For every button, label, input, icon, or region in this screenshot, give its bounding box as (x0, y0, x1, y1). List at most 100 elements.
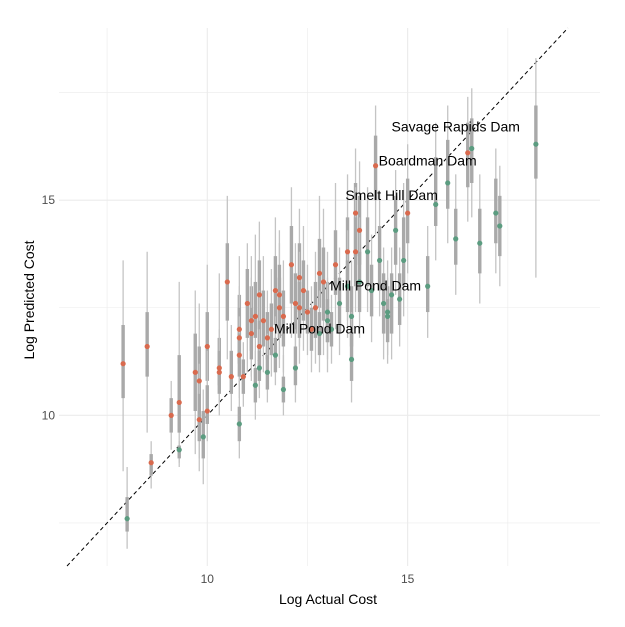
point-under-predicted (176, 447, 182, 453)
point-under-predicted (200, 434, 206, 440)
point-under-predicted (256, 365, 262, 371)
point-over-predicted (332, 262, 339, 268)
point-under-predicted (385, 313, 391, 319)
point-over-predicted (148, 460, 154, 466)
point-under-predicted (393, 227, 399, 233)
point-over-predicted (196, 378, 202, 384)
point-under-predicted (425, 283, 431, 289)
point-over-predicted (316, 270, 323, 276)
point-over-predicted (405, 210, 411, 216)
identity-dashed-line (66, 27, 569, 567)
point-over-predicted (276, 305, 283, 311)
point-over-predicted (352, 249, 359, 255)
point-under-predicted (389, 292, 395, 298)
point-over-predicted (204, 343, 210, 350)
point-over-predicted (228, 374, 234, 380)
point-under-predicted (453, 236, 459, 242)
point-under-predicted (364, 249, 371, 255)
annotation-label: Mill Pond Dam (274, 321, 365, 337)
point-under-predicted (385, 309, 391, 315)
point-over-predicted (120, 361, 126, 367)
point-under-predicted (264, 369, 270, 375)
point-under-predicted (493, 210, 499, 216)
point-under-predicted (336, 300, 343, 307)
point-under-predicted (368, 287, 375, 294)
point-over-predicted (312, 305, 319, 311)
point-over-predicted (196, 417, 202, 423)
x-tick-label: 10 (201, 572, 215, 586)
point-under-predicted (252, 382, 258, 388)
point-under-predicted (469, 145, 475, 152)
point-over-predicted (236, 352, 242, 358)
point-over-predicted (252, 313, 258, 319)
point-over-predicted (176, 399, 182, 406)
point-under-predicted (292, 365, 299, 371)
annotation-label: Smelt Hill Dam (345, 187, 438, 203)
point-over-predicted (168, 412, 174, 418)
point-over-predicted (236, 326, 242, 332)
point-over-predicted (240, 374, 246, 380)
reference-line (66, 27, 569, 567)
point-under-predicted (381, 300, 387, 307)
point-over-predicted (308, 326, 315, 332)
point-over-predicted (244, 300, 250, 307)
point-under-predicted (348, 356, 355, 363)
point-over-predicted (356, 227, 363, 233)
point-over-predicted (248, 318, 254, 324)
point-over-predicted (296, 305, 303, 311)
point-under-predicted (344, 283, 351, 289)
point-under-predicted (324, 318, 331, 324)
point-over-predicted (276, 292, 283, 298)
point-over-predicted (268, 326, 274, 332)
point-over-predicted (300, 287, 307, 294)
point-under-predicted (497, 223, 503, 229)
x-tick-label: 15 (401, 572, 415, 586)
y-tick-label: 10 (42, 408, 56, 422)
point-under-predicted (397, 296, 403, 302)
point-under-predicted (433, 201, 439, 208)
x-axis-label: Log Actual Cost (279, 591, 377, 607)
point-over-predicted (236, 335, 242, 341)
point-over-predicted (320, 279, 327, 285)
grid-lines (59, 28, 600, 566)
point-under-predicted (236, 421, 242, 427)
point-over-predicted (288, 262, 295, 268)
point-over-predicted (256, 292, 262, 298)
annotation-label: Savage Rapids Dam (392, 118, 520, 134)
point-under-predicted (477, 240, 483, 246)
point-over-predicted (264, 335, 270, 341)
point-over-predicted (372, 163, 379, 169)
point-under-predicted (324, 309, 331, 315)
point-under-predicted (348, 313, 355, 319)
point-over-predicted (304, 309, 311, 315)
data-points (120, 141, 539, 522)
point-under-predicted (124, 516, 130, 522)
point-over-predicted (352, 210, 359, 216)
tick-labels: 10 15 10 15 (42, 193, 415, 586)
point-over-predicted (192, 369, 198, 375)
point-over-predicted (260, 318, 266, 324)
point-under-predicted (445, 180, 451, 186)
point-under-predicted (280, 386, 287, 393)
point-over-predicted (465, 150, 471, 156)
point-over-predicted (256, 343, 262, 350)
point-over-predicted (272, 287, 278, 294)
point-under-predicted (533, 141, 539, 147)
point-under-predicted (316, 330, 323, 337)
annotation-label: Mill Pond Dam (330, 278, 421, 294)
point-over-predicted (216, 365, 222, 371)
point-under-predicted (356, 279, 363, 285)
point-over-predicted (292, 300, 299, 307)
point-annotations: Savage Rapids Dam Boardman Dam Smelt Hill … (274, 118, 520, 336)
point-over-predicted (296, 275, 303, 281)
point-under-predicted (401, 257, 407, 264)
point-over-predicted (344, 249, 351, 255)
point-over-predicted (204, 408, 210, 414)
point-over-predicted (216, 369, 222, 375)
y-tick-label: 15 (42, 193, 56, 207)
point-over-predicted (248, 330, 254, 337)
point-over-predicted (224, 279, 230, 285)
point-over-predicted (280, 313, 287, 319)
